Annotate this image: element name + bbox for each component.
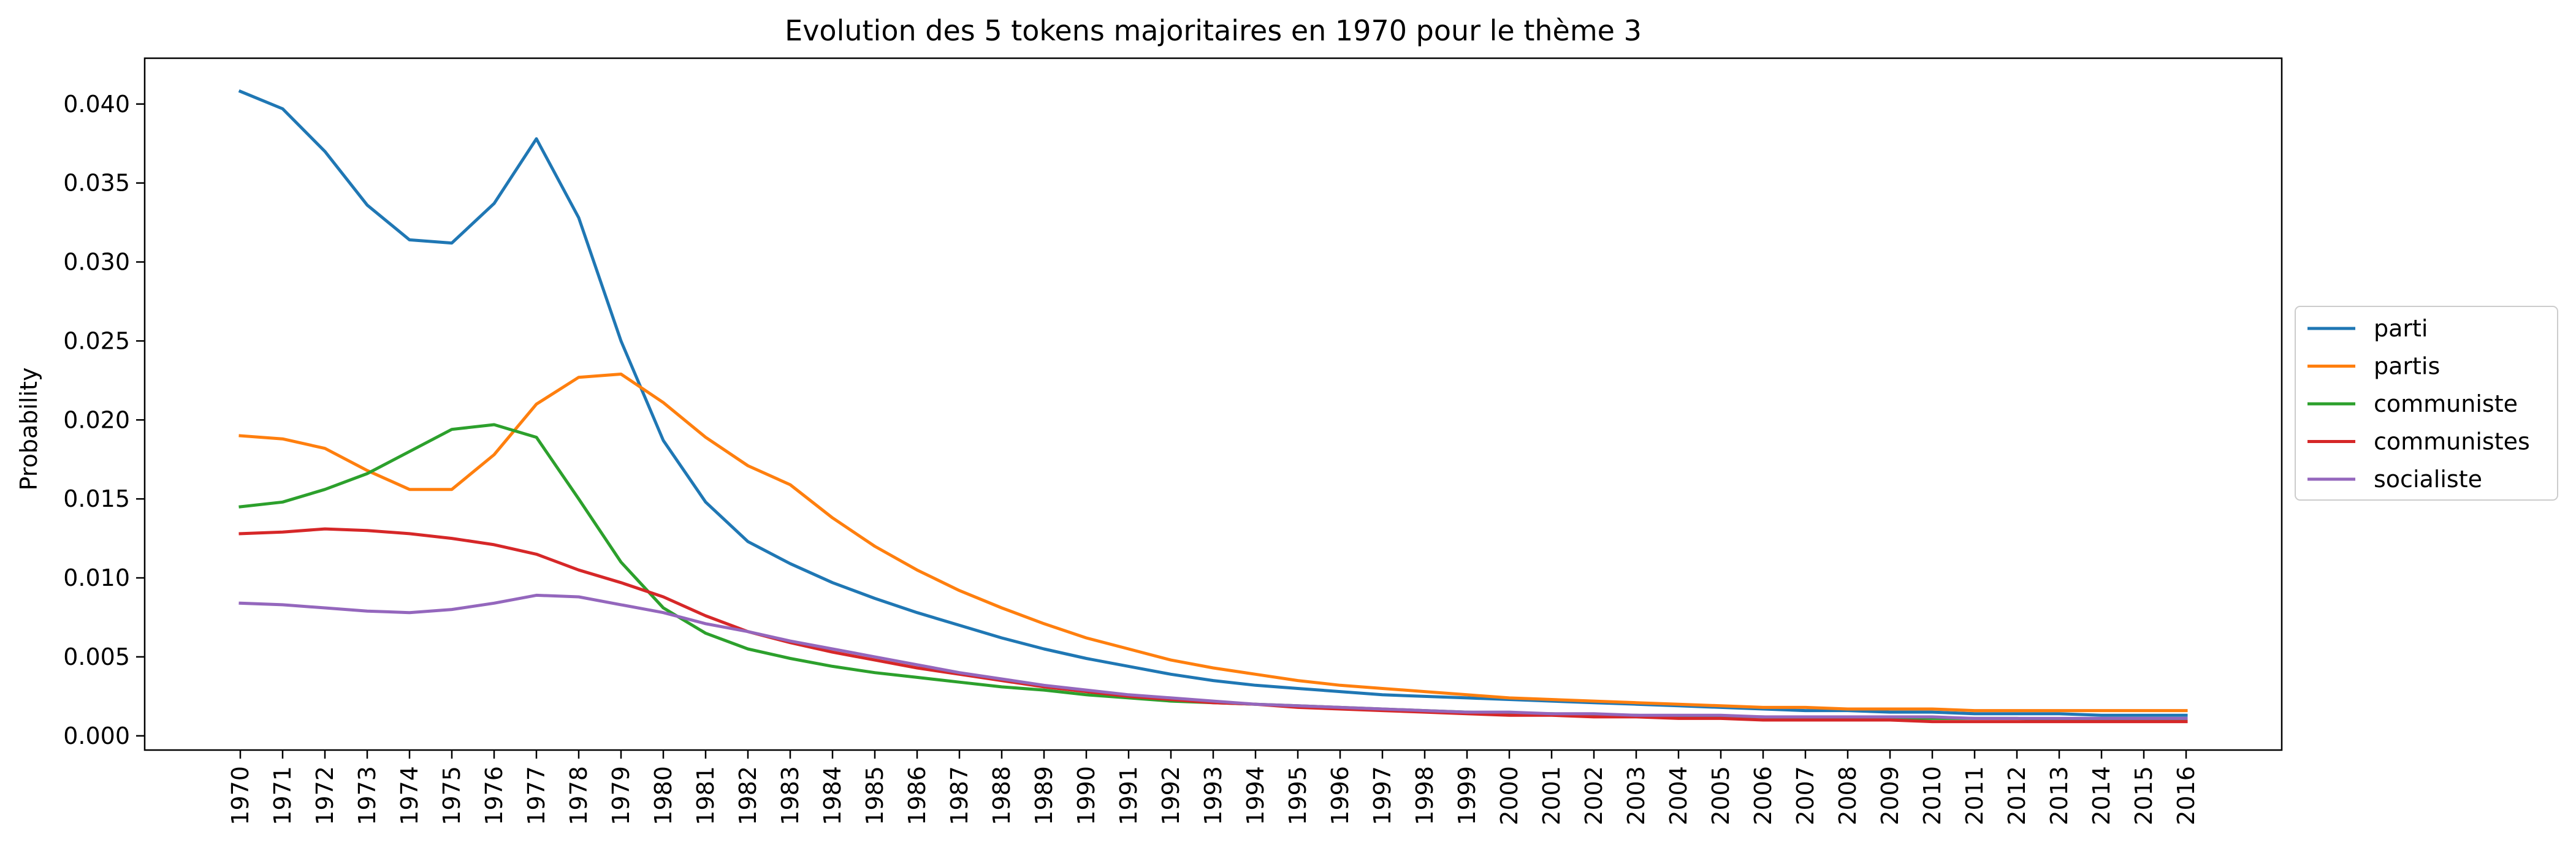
series-line-socialiste	[238, 593, 2188, 720]
x-tick-label: 1976	[481, 766, 508, 825]
legend-label-communiste: communiste	[2374, 390, 2518, 417]
y-tick-label: 0.025	[63, 327, 130, 354]
y-tick-label: 0.030	[63, 249, 130, 276]
chart-title: Evolution des 5 tokens majoritaires en 1…	[785, 14, 1642, 47]
x-tick-label: 2013	[2046, 766, 2073, 825]
x-tick-label: 1989	[1031, 766, 1057, 825]
x-tick-label: 2009	[1877, 766, 1903, 825]
x-tick-label: 1998	[1411, 766, 1438, 825]
x-tick-label: 1993	[1200, 766, 1227, 825]
x-tick-label: 1999	[1454, 766, 1480, 825]
legend-label-partis: partis	[2374, 353, 2440, 380]
x-tick-label: 2000	[1496, 766, 1523, 825]
y-axis-label: Probability	[15, 368, 42, 491]
x-tick-label: 2014	[2088, 766, 2115, 825]
x-tick-label: 1992	[1157, 766, 1184, 825]
y-tick-label: 0.040	[63, 91, 130, 118]
legend-label-socialiste: socialiste	[2374, 466, 2482, 493]
x-tick-label: 1970	[227, 766, 254, 825]
x-tick-label: 1985	[861, 766, 888, 825]
x-tick-label: 2004	[1665, 766, 1692, 825]
x-tick-label: 1996	[1327, 766, 1354, 825]
x-tick-label: 2007	[1792, 766, 1819, 825]
y-tick-label: 0.000	[63, 722, 130, 749]
legend-label-parti: parti	[2374, 315, 2428, 342]
x-tick-label: 2015	[2130, 766, 2157, 825]
x-tick-label: 1983	[777, 766, 804, 825]
x-tick-label: 2008	[1834, 766, 1861, 825]
x-tick-label: 1991	[1115, 766, 1142, 825]
x-tick-label: 1971	[269, 766, 296, 825]
x-axis-ticks: 1970 1971 1972 1973 1974 1975 1976 1977 1978 1979…	[227, 750, 2200, 825]
x-tick-label: 1975	[438, 766, 465, 825]
x-tick-label: 1980	[650, 766, 677, 825]
x-tick-label: 1978	[565, 766, 592, 825]
y-tick-label: 0.015	[63, 485, 130, 512]
x-tick-label: 2001	[1538, 766, 1565, 825]
x-tick-label: 2010	[1919, 766, 1946, 825]
x-tick-label: 1974	[396, 766, 423, 825]
series-line-parti	[238, 89, 2188, 717]
y-tick-label: 0.010	[63, 564, 130, 591]
x-tick-label: 2006	[1750, 766, 1777, 825]
series-line-partis	[238, 373, 2188, 713]
y-tick-label: 0.020	[63, 406, 130, 433]
legend: parti partis communiste communistes socialis…	[2295, 306, 2558, 501]
x-tick-label: 2011	[1961, 766, 1988, 825]
x-tick-label: 2005	[1707, 766, 1734, 825]
series-lines	[238, 89, 2188, 724]
x-tick-label: 1994	[1242, 766, 1269, 825]
legend-items: parti partis communiste communistes socialis…	[2307, 315, 2530, 493]
x-tick-label: 1986	[904, 766, 931, 825]
x-tick-label: 1973	[354, 766, 381, 825]
x-tick-label: 2016	[2173, 766, 2200, 825]
x-tick-label: 1997	[1369, 766, 1396, 825]
x-tick-label: 1987	[946, 766, 973, 825]
x-tick-label: 2002	[1580, 766, 1607, 825]
x-tick-label: 1979	[608, 766, 634, 825]
x-tick-label: 1984	[819, 766, 846, 825]
x-tick-label: 2003	[1623, 766, 1650, 825]
legend-label-communistes: communistes	[2374, 428, 2530, 455]
series-line-communistes	[238, 527, 2188, 724]
x-tick-label: 1972	[311, 766, 338, 825]
y-tick-label: 0.035	[63, 170, 130, 197]
x-tick-label: 1977	[523, 766, 550, 825]
x-tick-label: 1988	[988, 766, 1015, 825]
x-tick-label: 2012	[2003, 766, 2030, 825]
legend-box	[2295, 306, 2558, 501]
y-tick-label: 0.005	[63, 643, 130, 670]
x-tick-label: 1981	[692, 766, 719, 825]
plot-frame	[143, 57, 2283, 751]
x-tick-label: 1995	[1284, 766, 1311, 825]
x-tick-label: 1990	[1073, 766, 1100, 825]
y-axis-ticks: 0.000 0.005 0.010 0.015 0.020 0.025 0.030 0.035…	[63, 91, 145, 749]
x-tick-label: 1982	[734, 766, 761, 825]
